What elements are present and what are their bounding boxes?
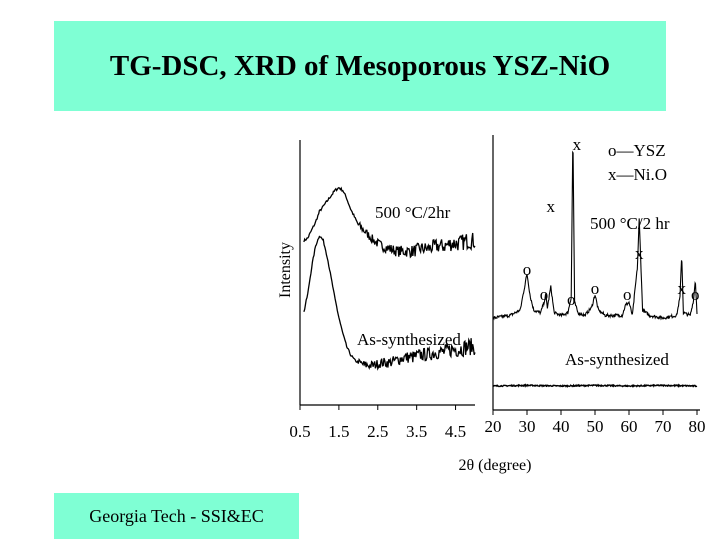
- legend-ysz: o—YSZ: [608, 141, 666, 160]
- right-x-tick-label: 80: [689, 417, 706, 436]
- right-annotation-as-synth: As-synthesized: [565, 350, 669, 369]
- right-x-tick-label: 70: [655, 417, 672, 436]
- left-series-line-0: [303, 186, 476, 259]
- right-annotation-500: 500 °C/2 hr: [590, 214, 670, 233]
- left-series-line-1: [303, 235, 476, 371]
- right-x-label: 2θ (degree): [459, 457, 532, 474]
- right-x-tick-label: 40: [553, 417, 570, 436]
- title-banner: TG-DSC, XRD of Mesoporous YSZ-NiO: [54, 21, 666, 111]
- right-x-tick-label: 60: [621, 417, 638, 436]
- left-y-label: Intensity: [277, 242, 294, 298]
- saxs-panel: Intensity 0.5 1.5 2.5 3.5 4.5 500 °C/2hr As-…: [277, 140, 476, 441]
- peak-marker-nio: x: [547, 197, 556, 216]
- right-series-line-1: [492, 383, 698, 389]
- left-annotation-500: 500 °C/2hr: [375, 203, 451, 222]
- peak-marker-nio: x: [573, 135, 582, 154]
- left-series: [303, 186, 476, 371]
- page-title: TG-DSC, XRD of Mesoporous YSZ-NiO: [109, 49, 611, 82]
- left-x-tick-label: 2.5: [367, 422, 388, 441]
- left-x-tick-label: 0.5: [289, 422, 310, 441]
- peak-marker-ysz: o: [567, 290, 576, 309]
- footer-banner: Georgia Tech - SSI&EC: [54, 493, 299, 539]
- right-x-ticks: 20 30 40 50 60 70 80: [485, 410, 706, 436]
- right-series: [492, 150, 698, 389]
- left-annotation-as-synth: As-synthesized: [357, 330, 461, 349]
- peak-marker-nio: x: [635, 244, 644, 263]
- right-series-line-0: [492, 150, 698, 321]
- left-x-ticks: 0.5 1.5 2.5 3.5 4.5: [289, 405, 466, 441]
- peak-marker-ysz: o: [523, 260, 532, 279]
- peak-marker-ysz: o: [623, 285, 632, 304]
- footer-text: Georgia Tech - SSI&EC: [89, 505, 264, 526]
- left-x-tick-label: 4.5: [445, 422, 466, 441]
- left-x-tick-label: 3.5: [406, 422, 427, 441]
- legend-nio: x—Ni.O: [608, 165, 667, 184]
- peak-marker-ysz: o: [540, 285, 549, 304]
- right-x-tick-label: 20: [485, 417, 502, 436]
- peak-marker-nio: x: [677, 279, 686, 298]
- right-x-tick-label: 50: [587, 417, 604, 436]
- peak-marker-ysz: o: [691, 285, 700, 304]
- right-x-tick-label: 30: [519, 417, 536, 436]
- left-x-tick-label: 1.5: [328, 422, 349, 441]
- peak-marker-ysz: o: [591, 279, 600, 298]
